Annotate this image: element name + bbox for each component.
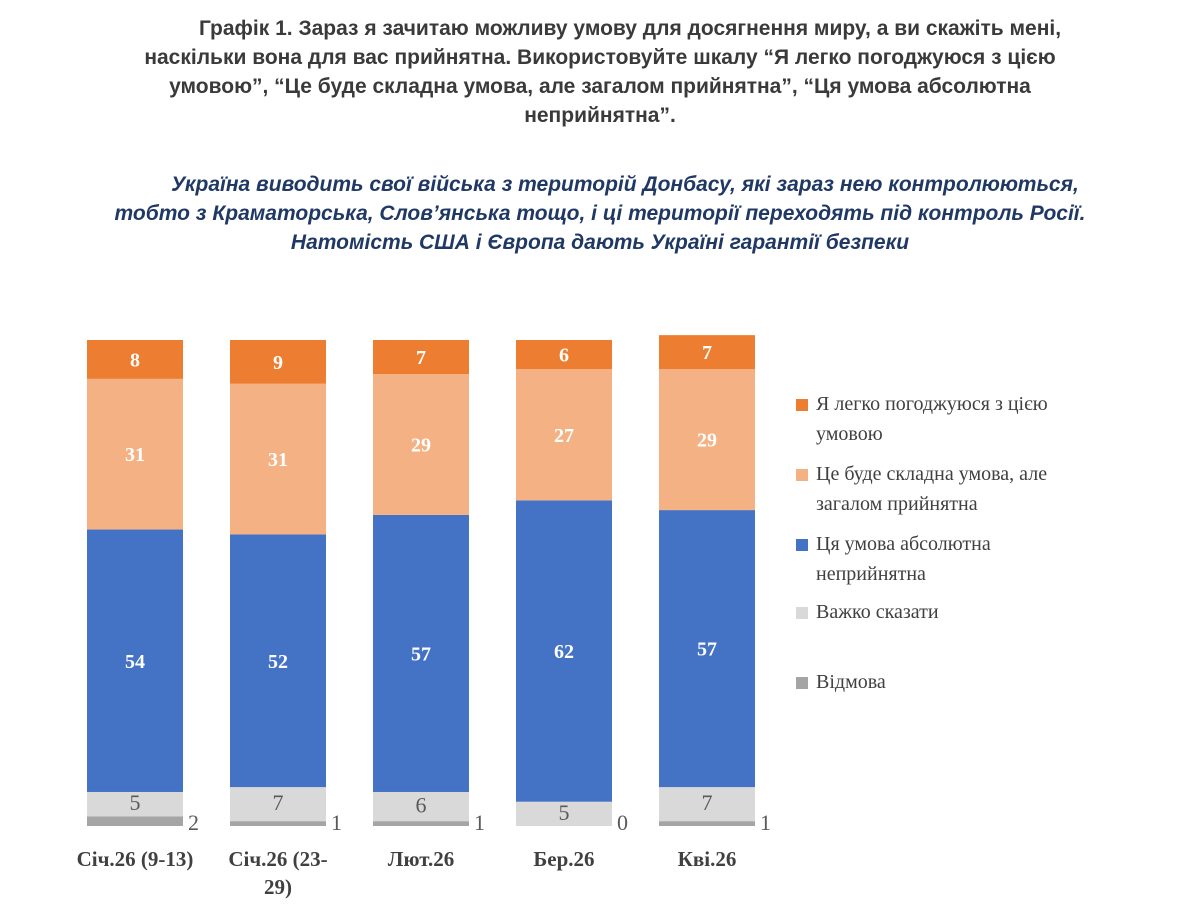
legend-label: Відмова — [816, 671, 886, 693]
chart-title: Графік 1. Зараз я зачитаю можливу умову … — [0, 14, 1200, 130]
legend-label: Важко сказати — [816, 601, 939, 623]
legend-swatch — [796, 399, 808, 411]
data-label: 0 — [617, 810, 628, 835]
data-label: 2 — [188, 810, 199, 835]
data-label: 52 — [268, 651, 288, 673]
x-tick-label: Січ.26 (23- — [228, 847, 327, 871]
bar-segment — [373, 821, 469, 826]
data-label: 6 — [559, 345, 569, 367]
data-label: 5 — [130, 790, 141, 815]
legend-swatch — [796, 607, 808, 619]
chart-subtitle: Україна виводить свої війська з територі… — [0, 170, 1200, 257]
data-label: 1 — [760, 810, 771, 835]
legend-label: неприйнятна — [816, 563, 926, 585]
bar-segment — [87, 378, 183, 530]
bar-segment — [516, 500, 612, 802]
data-label: 29 — [411, 434, 431, 456]
bar-segment — [87, 791, 183, 817]
data-label: 8 — [130, 349, 140, 371]
data-label: 7 — [702, 790, 713, 815]
x-tick-label: Січ.26 (9-13) — [77, 847, 194, 871]
legend-label: Я легко погоджуюся з цією — [816, 393, 1048, 415]
x-tick-label: Бер.26 — [533, 847, 594, 871]
data-label: 6 — [416, 793, 427, 818]
legend-swatch — [796, 469, 808, 481]
data-label: 57 — [411, 643, 431, 665]
bar-segment — [373, 374, 469, 515]
bar-segment — [659, 787, 755, 822]
x-tick-label: Кві.26 — [678, 847, 737, 871]
x-tick-label: 29) — [264, 875, 292, 899]
bar-segment — [516, 369, 612, 501]
x-tick-label: Лют.26 — [388, 847, 454, 871]
legend-swatch — [796, 677, 808, 689]
bar-segment — [659, 510, 755, 788]
bar-segment — [87, 816, 183, 826]
bar-segment — [230, 821, 326, 826]
data-label: 57 — [697, 639, 717, 661]
bar-segment — [373, 340, 469, 375]
data-label: 62 — [554, 641, 574, 663]
bar-segment — [230, 787, 326, 822]
data-label: 1 — [331, 810, 342, 835]
subtitle-line: тобто з Краматорська, Слов’янська тощо, … — [114, 202, 1086, 225]
legend-label: умовою — [816, 423, 883, 445]
data-label: 31 — [125, 444, 145, 466]
title-line: наскільки вона для вас прийнятна. Викори… — [144, 46, 1056, 69]
subtitle-line: Натомість США і Європа дають Україні гар… — [290, 231, 910, 254]
bar-segment — [230, 340, 326, 384]
bar-segment — [659, 335, 755, 370]
data-label: 27 — [554, 425, 574, 447]
legend-label: Ця умова абсолютна — [816, 533, 991, 555]
bar-segment — [516, 340, 612, 370]
bar-segment — [230, 383, 326, 535]
data-label: 31 — [268, 449, 288, 471]
bar-segment — [373, 514, 469, 792]
title-line: неприйнятна”. — [524, 104, 676, 127]
bar-segment — [373, 791, 469, 822]
data-label: 9 — [273, 352, 283, 374]
legend-label: загалом прийнятна — [816, 493, 978, 515]
bar-segment — [87, 340, 183, 379]
bar-segment — [87, 529, 183, 792]
data-label: 54 — [125, 651, 145, 673]
subtitle-line: Україна виводить свої війська з територі… — [171, 173, 1079, 196]
title-line: умовою”, “Це буде складна умова, але заг… — [169, 75, 1031, 98]
data-label: 7 — [702, 342, 712, 364]
bar-segment — [659, 369, 755, 511]
title-line: Графік 1. Зараз я зачитаю можливу умову … — [198, 17, 1062, 40]
data-label: 7 — [416, 347, 426, 369]
bar-segment — [516, 801, 612, 826]
data-label: 5 — [559, 800, 570, 825]
legend-swatch — [796, 539, 808, 551]
bar-segment — [659, 821, 755, 826]
data-label: 7 — [273, 790, 284, 815]
data-label: 1 — [474, 810, 485, 835]
bar-segment — [230, 534, 326, 788]
data-label: 29 — [697, 430, 717, 452]
legend-label: Це буде складна умова, але — [816, 463, 1047, 485]
